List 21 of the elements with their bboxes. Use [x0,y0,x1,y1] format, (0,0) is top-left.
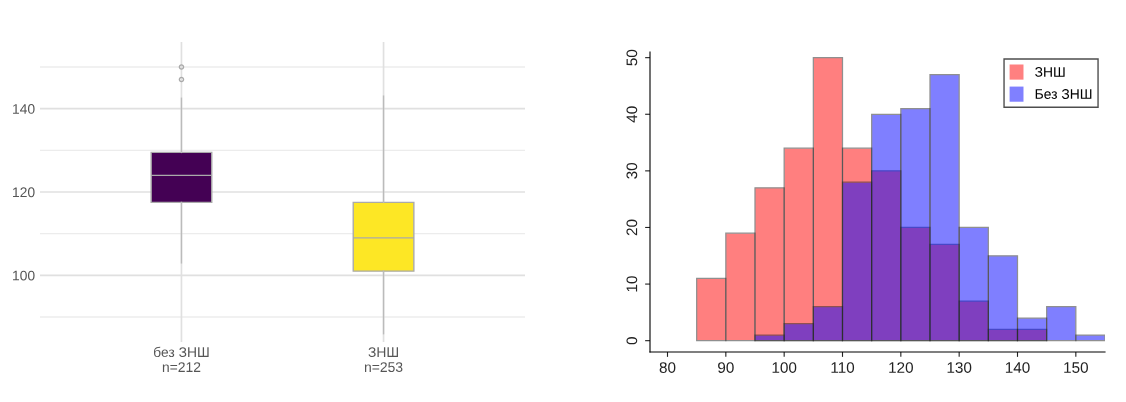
y-tick-label: 140 [13,104,35,114]
y-tick-label: 120 [13,187,35,198]
x-tick-label: ЗНШ n=253 [364,347,403,373]
legend-label: Без ЗНШ [1035,89,1092,99]
x-tick-label: 120 [889,362,913,373]
x-tick-label: 110 [831,362,855,373]
x-tick-label: 150 [1064,362,1088,373]
x-tick-label: 100 [772,362,797,373]
y-tick-label: 40 [626,106,638,123]
x-tick-label: без ЗНШ n=212 [153,346,209,372]
y-tick-label: 30 [626,162,638,179]
y-tick-label: 10 [626,276,638,292]
legend-label: ЗНШ [1035,67,1065,77]
y-tick-label: 0 [626,337,638,345]
y-tick-label: 50 [626,49,638,66]
x-tick-label: 140 [1005,362,1030,373]
x-tick-label: 130 [947,362,972,373]
y-tick-label: 20 [626,219,638,236]
y-tick-label: 100 [13,270,35,281]
x-tick-label: 90 [718,362,734,373]
x-tick-label: 80 [659,362,676,373]
